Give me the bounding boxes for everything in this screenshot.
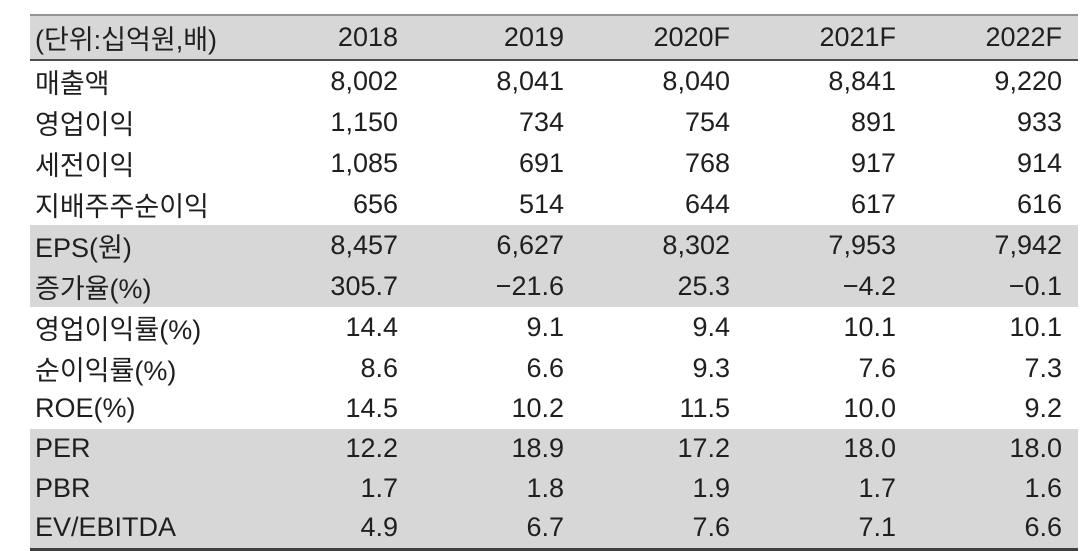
cell-value: 1.9	[580, 468, 746, 509]
cell-value: 6.6	[912, 508, 1078, 550]
cell-value: 754	[684, 107, 730, 137]
cell-value: 14.5	[345, 393, 398, 424]
row-label: 증가율(%)	[30, 266, 248, 307]
table-row: PBR 1.7 1.8 1.9 1.7 1.6	[30, 468, 1078, 509]
cell-value: 18.0	[746, 428, 912, 469]
cell-value: 514	[518, 189, 564, 219]
cell-value: 10.2	[511, 393, 564, 424]
table-row: 세전이익 1,085 691 768 917 914	[30, 143, 1078, 184]
row-label: PBR	[30, 468, 248, 509]
cell-value: 734	[518, 107, 564, 137]
cell-value: 12.2	[248, 428, 414, 469]
cell-value: 9.2	[1024, 393, 1062, 424]
cell-value: 7.1	[746, 508, 912, 550]
cell-value: 17.2	[580, 428, 746, 469]
cell-value: 18.0	[912, 428, 1078, 469]
cell-value: −4.2	[746, 266, 912, 307]
cell-value: 656	[352, 189, 398, 219]
cell-value: 9,220	[994, 66, 1062, 96]
cell-value: −0.1	[912, 266, 1078, 307]
table-header-row: (단위:십억원,배) 2018 2019 2020F 2021F 2022F	[30, 14, 1078, 61]
cell-value: 18.9	[414, 428, 580, 469]
cell-value: 1.8	[414, 468, 580, 509]
unit-header: (단위:십억원,배)	[30, 14, 248, 61]
column-header-2019: 2019	[414, 14, 580, 61]
table-row: 지배주주순이익 656 514 644 617 616	[30, 184, 1078, 225]
cell-value: 7.6	[580, 508, 746, 550]
row-label: 영업이익	[35, 110, 135, 140]
column-header-2020f: 2020F	[580, 14, 746, 61]
row-label: 순이익률(%)	[35, 356, 177, 386]
cell-value: 25.3	[580, 266, 746, 307]
cell-value: 10.1	[843, 312, 896, 342]
cell-value: 10.0	[843, 393, 896, 424]
table-row: EV/EBITDA 4.9 6.7 7.6 7.1 6.6	[30, 508, 1078, 550]
cell-value: 617	[850, 189, 896, 219]
row-label: ROE(%)	[35, 393, 136, 424]
table-row: ROE(%) 14.5 10.2 11.5 10.0 9.2	[30, 389, 1078, 429]
cell-value: 7.6	[858, 353, 896, 383]
cell-value: 768	[684, 148, 730, 178]
cell-value: 11.5	[679, 393, 730, 424]
table-row: 매출액 8,002 8,041 8,040 8,841 9,220	[30, 60, 1078, 102]
cell-value: 616	[1016, 189, 1062, 219]
cell-value: 8,457	[248, 225, 414, 266]
cell-value: −21.6	[414, 266, 580, 307]
cell-value: 8.6	[360, 353, 398, 383]
cell-value: 691	[518, 148, 564, 178]
cell-value: 644	[684, 189, 730, 219]
cell-value: 8,002	[330, 66, 398, 96]
cell-value: 6,627	[414, 225, 580, 266]
cell-value: 8,041	[496, 66, 564, 96]
cell-value: 1,085	[330, 148, 398, 178]
table-row: 증가율(%) 305.7 −21.6 25.3 −4.2 −0.1	[30, 266, 1078, 307]
row-label: 영업이익률(%)	[35, 315, 202, 345]
cell-value: 8,040	[662, 66, 730, 96]
column-header-2021f: 2021F	[746, 14, 912, 61]
cell-value: 1.7	[248, 468, 414, 509]
cell-value: 6.6	[526, 353, 564, 383]
cell-value: 891	[850, 107, 896, 137]
row-label: 세전이익	[35, 151, 135, 181]
table-row: 영업이익률(%) 14.4 9.1 9.4 10.1 10.1	[30, 307, 1078, 348]
cell-value: 14.4	[345, 312, 398, 342]
cell-value: 4.9	[248, 508, 414, 550]
cell-value: 1.6	[912, 468, 1078, 509]
cell-value: 9.3	[692, 353, 730, 383]
column-header-2018: 2018	[248, 14, 414, 61]
table-row: 순이익률(%) 8.6 6.6 9.3 7.6 7.3	[30, 348, 1078, 389]
cell-value: 933	[1016, 107, 1062, 137]
financial-summary-table: (단위:십억원,배) 2018 2019 2020F 2021F 2022F 매…	[30, 14, 1078, 551]
row-label: EV/EBITDA	[30, 508, 248, 550]
cell-value: 8,841	[828, 66, 896, 96]
cell-value: 305.7	[248, 266, 414, 307]
row-label: 매출액	[35, 69, 110, 99]
cell-value: 9.4	[692, 312, 730, 342]
cell-value: 10.1	[1009, 312, 1062, 342]
table-row: PER 12.2 18.9 17.2 18.0 18.0	[30, 428, 1078, 469]
row-label: 지배주주순이익	[35, 192, 209, 222]
row-label: PER	[30, 428, 248, 469]
table-row: EPS(원) 8,457 6,627 8,302 7,953 7,942	[30, 225, 1078, 266]
column-header-2022f: 2022F	[912, 14, 1078, 61]
cell-value: 7,942	[912, 225, 1078, 266]
cell-value: 7,953	[746, 225, 912, 266]
financial-summary-table-container: (단위:십억원,배) 2018 2019 2020F 2021F 2022F 매…	[30, 14, 1078, 551]
cell-value: 8,302	[580, 225, 746, 266]
cell-value: 7.3	[1024, 353, 1062, 383]
cell-value: 914	[1016, 148, 1062, 178]
cell-value: 6.7	[414, 508, 580, 550]
cell-value: 1,150	[330, 107, 398, 137]
table-row: 영업이익 1,150 734 754 891 933	[30, 102, 1078, 143]
cell-value: 917	[850, 148, 896, 178]
cell-value: 1.7	[746, 468, 912, 509]
cell-value: 9.1	[526, 312, 564, 342]
row-label: EPS(원)	[30, 225, 248, 266]
